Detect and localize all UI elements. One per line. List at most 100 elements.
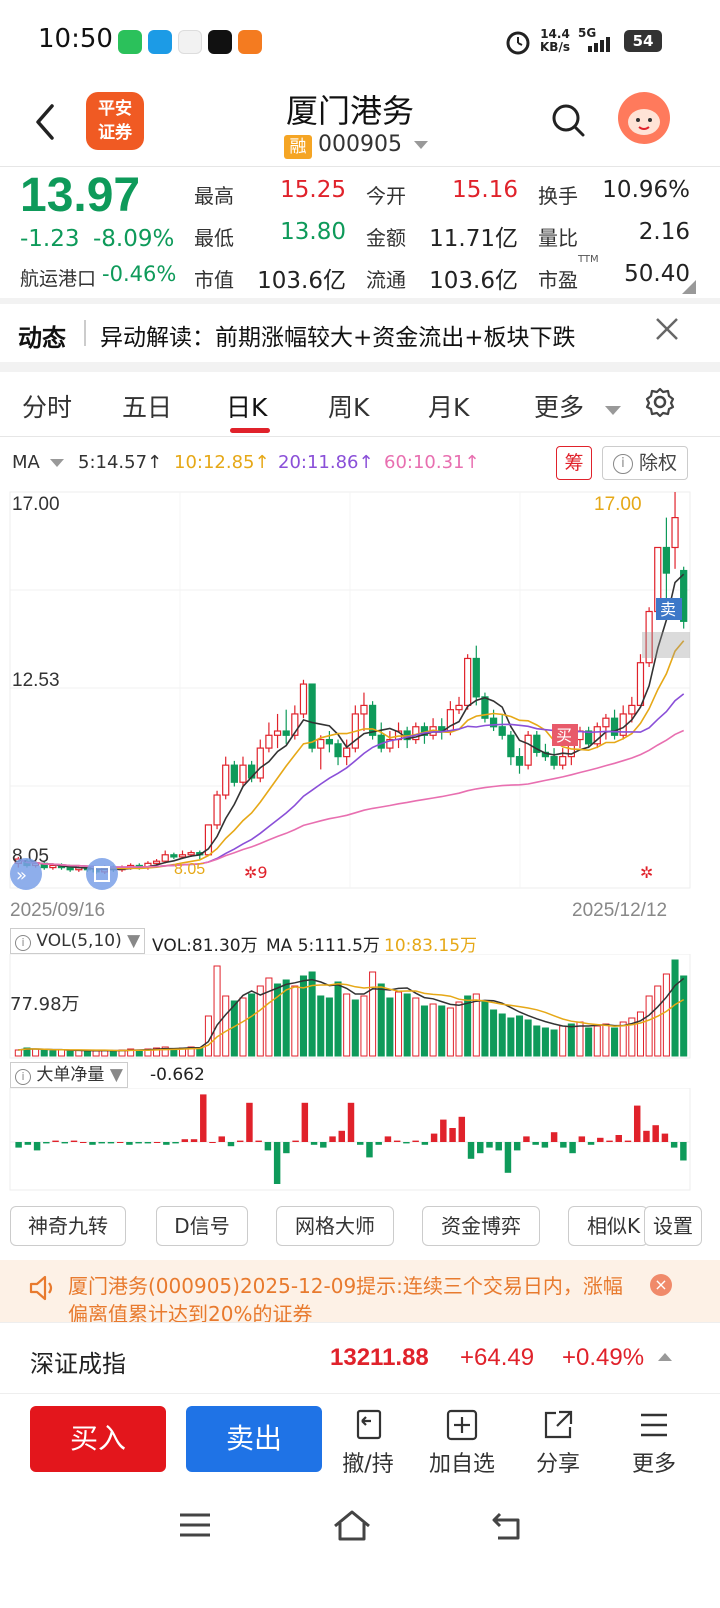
x-start-label: 2025/09/16 (10, 900, 106, 921)
netflow-bar (246, 1102, 253, 1142)
close-icon[interactable] (654, 316, 680, 342)
mcap-value: 103.6亿 (257, 268, 346, 294)
home-icon[interactable] (332, 1508, 372, 1542)
volume-bar (541, 1027, 549, 1057)
candle (170, 854, 178, 858)
y-mid-label: 12.53 (12, 670, 60, 691)
exright-button[interactable]: i 除权 (602, 446, 688, 480)
candle (593, 726, 601, 745)
netflow-bar (200, 1094, 207, 1142)
volume-bar (23, 1047, 31, 1057)
volume-bar (325, 997, 333, 1057)
volume-bar (386, 997, 394, 1057)
volume-bar (412, 997, 420, 1057)
netflow-bar (458, 1116, 466, 1142)
volume-bar (628, 1017, 636, 1057)
back-arrow-icon[interactable] (28, 100, 68, 144)
candle (585, 730, 593, 745)
ma60-value: 60:10.31↑ (384, 452, 480, 473)
turnover-label: 换手 (538, 184, 578, 208)
candlestick-chart[interactable]: 17.00 12.53 8.05 17.00 8.05 买 卖 » ✲9 ✲ (0, 486, 720, 926)
volume-bar (654, 985, 662, 1057)
tool-grid-master[interactable]: 网格大师 (276, 1206, 394, 1246)
tab-weekly-k[interactable]: 周K (328, 393, 370, 422)
margin-badge: 融 (284, 135, 312, 159)
gear-icon[interactable] (644, 386, 676, 418)
netflow-bar (52, 1140, 59, 1142)
candle (213, 794, 221, 826)
volume-chart[interactable] (0, 954, 720, 1060)
netflow-indicator-selector[interactable]: i 大单净量 ▼ (10, 1062, 128, 1088)
tool-d-signal[interactable]: D信号 (156, 1206, 248, 1246)
add-watchlist-button[interactable]: 加自选 (422, 1408, 502, 1478)
index-bar[interactable] (0, 1322, 720, 1394)
candle (317, 738, 325, 749)
volume-bar (524, 1019, 532, 1057)
netflow-bar (652, 1125, 659, 1142)
maps-icon (178, 30, 202, 54)
cancel-hold-button[interactable]: 撤/持 (328, 1408, 408, 1478)
tool-fund-game[interactable]: 资金博弈 (422, 1206, 540, 1246)
candle (636, 662, 645, 707)
volume-bar (127, 1048, 135, 1057)
event-marker-icon[interactable]: ✲9 (244, 863, 268, 882)
volume-bar (455, 1001, 463, 1057)
close-icon[interactable]: × (650, 1274, 672, 1296)
price-change: -1.23 (20, 226, 80, 252)
news-text[interactable]: 异动解读：前期涨幅较大+资金流出+板块下跌 (100, 325, 576, 351)
sector-name[interactable]: 航运港口 (20, 268, 97, 290)
netflow-bar (209, 1142, 216, 1143)
netflow-bar (680, 1142, 687, 1161)
candle (49, 864, 57, 869)
expand-corner-icon[interactable] (682, 280, 696, 294)
volume-bar (680, 975, 688, 1057)
info-icon: i (15, 1069, 31, 1085)
more-button[interactable]: 更多 (614, 1408, 694, 1478)
tool-settings[interactable]: 设置 (644, 1206, 702, 1246)
netflow-bar (504, 1142, 512, 1173)
sell-button[interactable]: 卖出 (186, 1406, 322, 1472)
tab-intraday[interactable]: 分时 (22, 393, 73, 422)
crosshair-toggle-icon[interactable] (86, 858, 118, 890)
volume-bar (671, 959, 679, 1057)
tool-magic-nine[interactable]: 神奇九转 (10, 1206, 126, 1246)
ma-selector[interactable]: MA (12, 452, 64, 473)
vol-indicator-selector[interactable]: i VOL(5,10) ▼ (10, 928, 146, 954)
buy-button[interactable]: 买入 (30, 1406, 166, 1472)
volume-bar (515, 1015, 524, 1057)
high-label: 最高 (194, 184, 234, 208)
netflow-value: -0.662 (150, 1065, 205, 1085)
expand-left-icon[interactable]: » (10, 858, 42, 890)
share-button[interactable]: 分享 (518, 1408, 598, 1478)
avatar[interactable] (618, 92, 670, 144)
open-label: 今开 (366, 184, 406, 208)
netflow-bar (495, 1142, 502, 1151)
notice-banner[interactable] (0, 1260, 720, 1322)
volume-bar (438, 1005, 446, 1057)
candle (299, 683, 308, 715)
netflow-bar (347, 1102, 355, 1142)
netflow-bar (80, 1142, 87, 1143)
chip-button[interactable]: 筹 (556, 446, 592, 480)
tab-monthly-k[interactable]: 月K (428, 393, 470, 422)
search-icon[interactable] (550, 102, 586, 138)
caret-up-icon[interactable] (658, 1352, 672, 1362)
volume-bar (593, 1025, 601, 1057)
candle (334, 743, 342, 758)
ma20-value: 20:11.86↑ (278, 452, 374, 473)
volume-bar (636, 1011, 644, 1057)
tab-more[interactable]: 更多 (534, 388, 622, 424)
menu-icon[interactable] (178, 1510, 212, 1540)
ma10-line (18, 640, 685, 870)
tab-five-day[interactable]: 五日 (122, 393, 173, 422)
volume-bar (334, 981, 342, 1057)
volume-bar (464, 995, 472, 1057)
ma20-line (18, 693, 685, 868)
event-marker-icon[interactable]: ✲ (640, 863, 653, 882)
stock-code[interactable]: 000905 (318, 132, 429, 157)
netflow-bar (633, 1105, 641, 1142)
tab-daily-k[interactable]: 日K (226, 393, 268, 422)
netflow-chart[interactable] (0, 1088, 720, 1192)
tool-similar-k[interactable]: 相似K (568, 1206, 648, 1246)
back-icon[interactable] (490, 1508, 526, 1542)
